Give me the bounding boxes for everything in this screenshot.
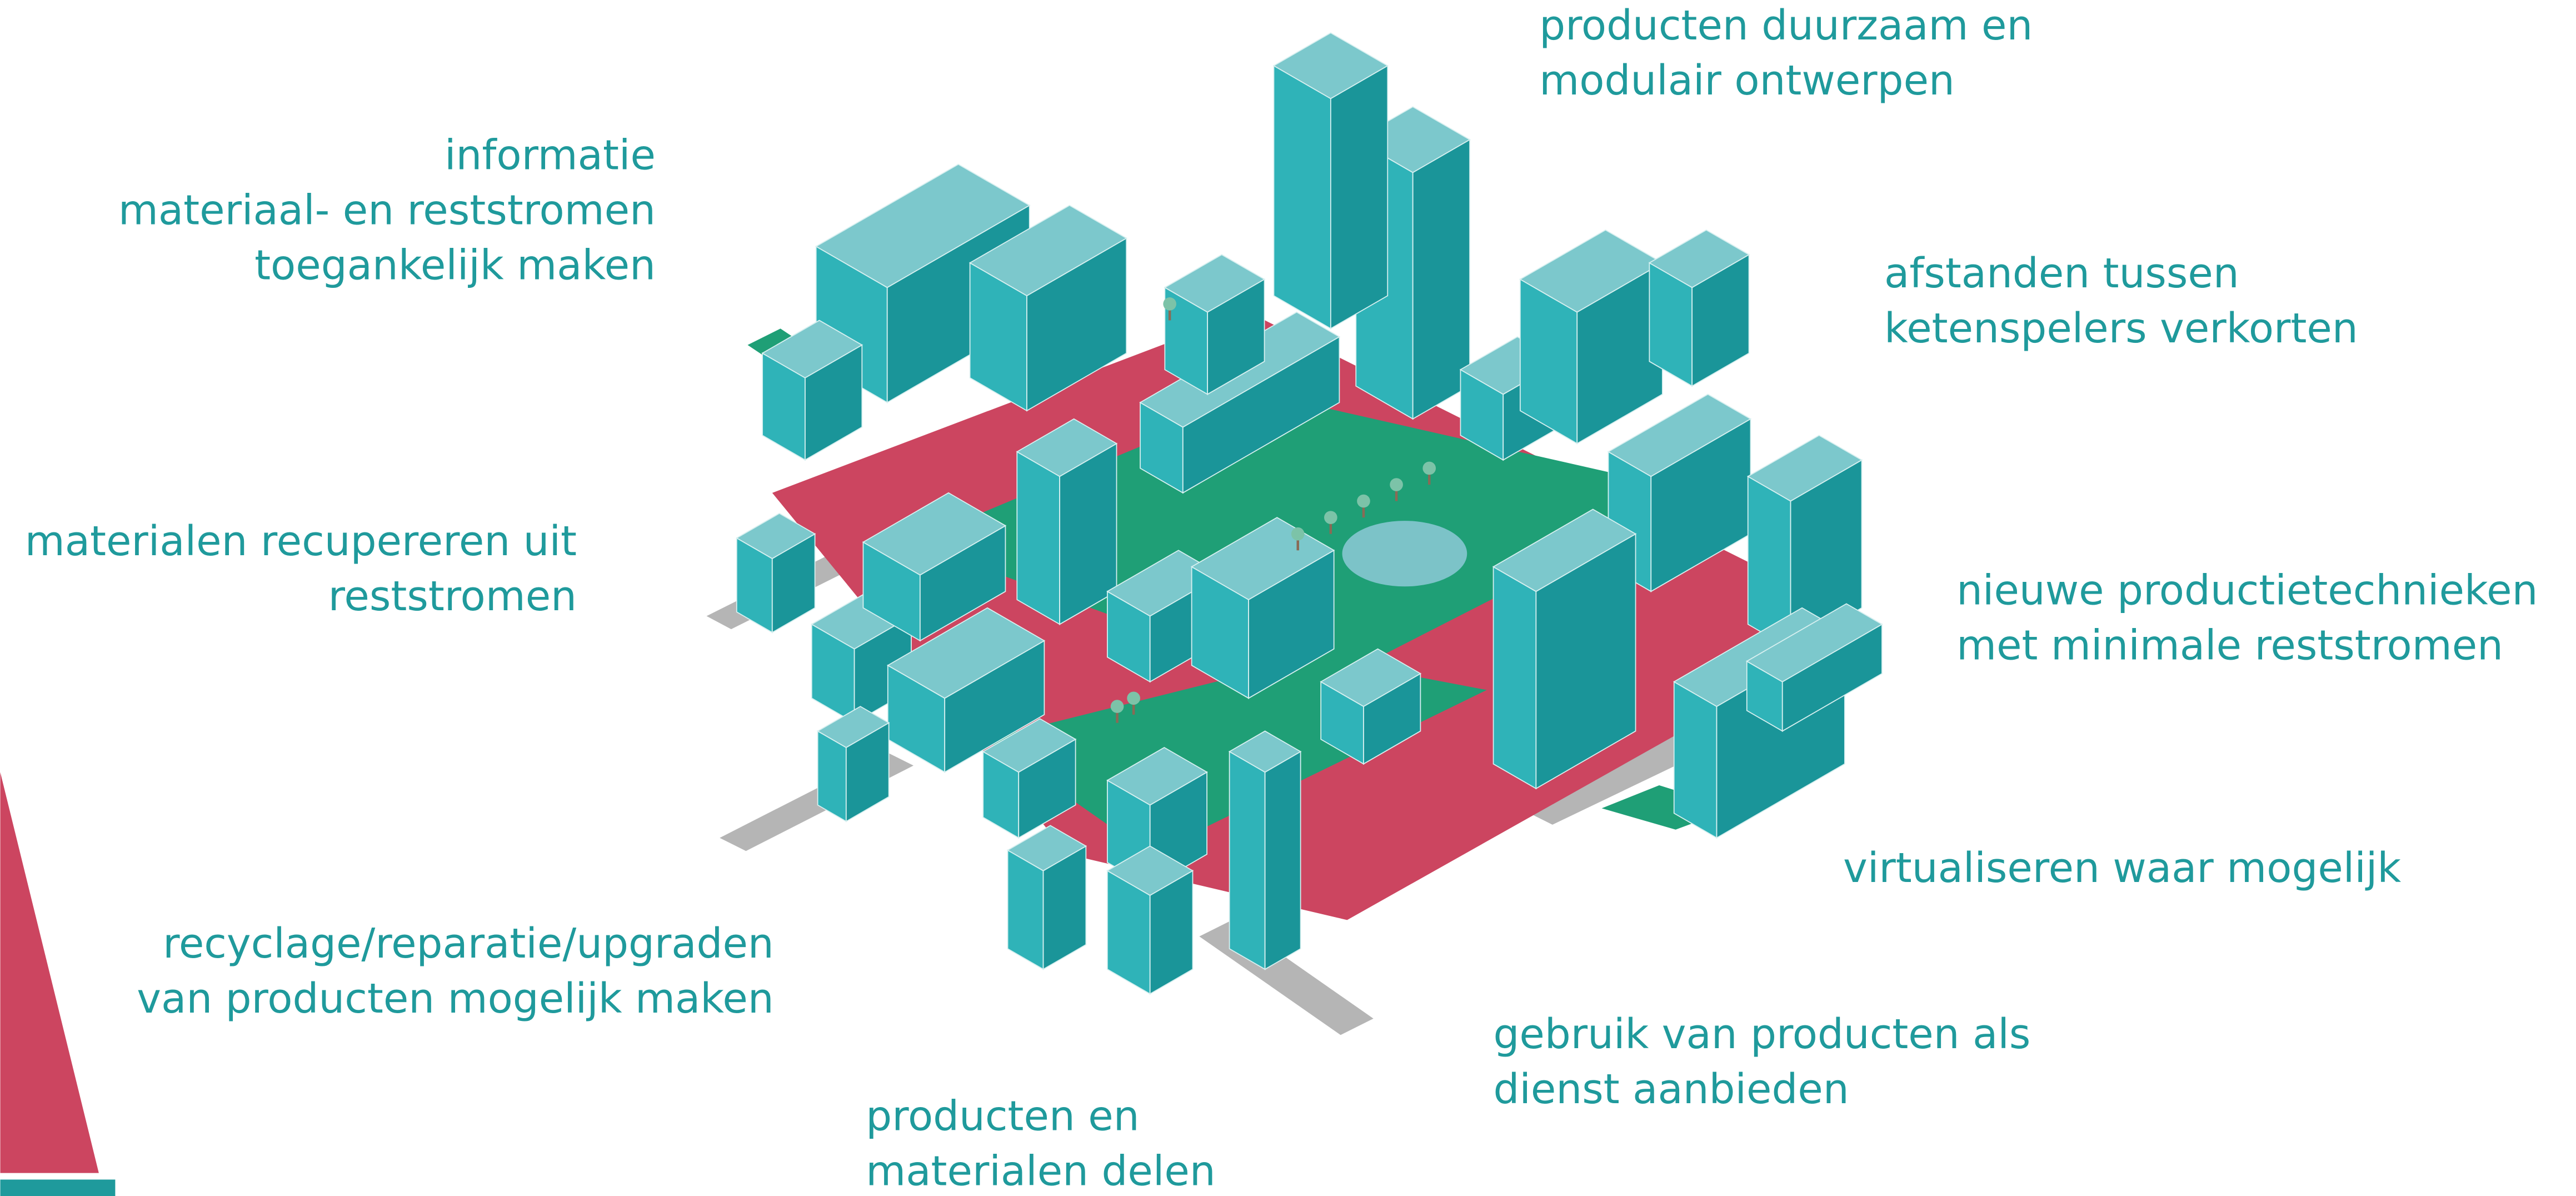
building-face [1265,751,1301,969]
label-line: modulair ontwerpen [1539,57,1955,104]
infographic: producten duurzaam en modulair ontwerpen i… [0,0,2576,1196]
label-line: gebruik van producten als [1494,1010,2031,1058]
building-face [1674,682,1717,838]
label-line: materialen delen [866,1148,1215,1195]
tree [1390,478,1403,491]
label-line: producten en [866,1093,1139,1140]
tree [1324,511,1337,524]
label-line: virtualiseren waar mogelijk [1843,844,2401,892]
label-line: reststromen [328,572,577,620]
corner-bar [0,1179,115,1196]
label-line: materialen recupereren uit [25,517,577,565]
label-line: toegankelijk maken [254,241,656,289]
tree [1357,495,1370,508]
tree [1127,691,1140,705]
label-line: materiaal- en reststromen [118,186,656,234]
corner-triangle [0,772,98,1173]
pond [1342,521,1467,586]
label-line: producten duurzaam en [1539,2,2033,49]
tree [1111,700,1124,713]
building-face [1274,66,1330,328]
label-line: nieuwe productietechnieken [1956,567,2538,615]
tree [1163,297,1176,311]
label-line: afstanden tussen [1884,250,2239,297]
label-line: informatie [445,131,656,179]
label-line: van producten mogelijk maken [137,975,773,1023]
building-face [1494,567,1536,789]
building-face [1331,66,1387,328]
building-face [1230,751,1265,969]
building-face [1017,452,1060,624]
label-line: ketenspelers verkorten [1884,305,2358,352]
label-line: recyclage/reparatie/upgraden [163,920,774,968]
city-illustration [707,33,1882,1035]
label-line: met minimale reststromen [1956,622,2503,670]
tree [1291,527,1305,541]
label-line: dienst aanbieden [1494,1065,1849,1113]
tree [1422,462,1436,475]
